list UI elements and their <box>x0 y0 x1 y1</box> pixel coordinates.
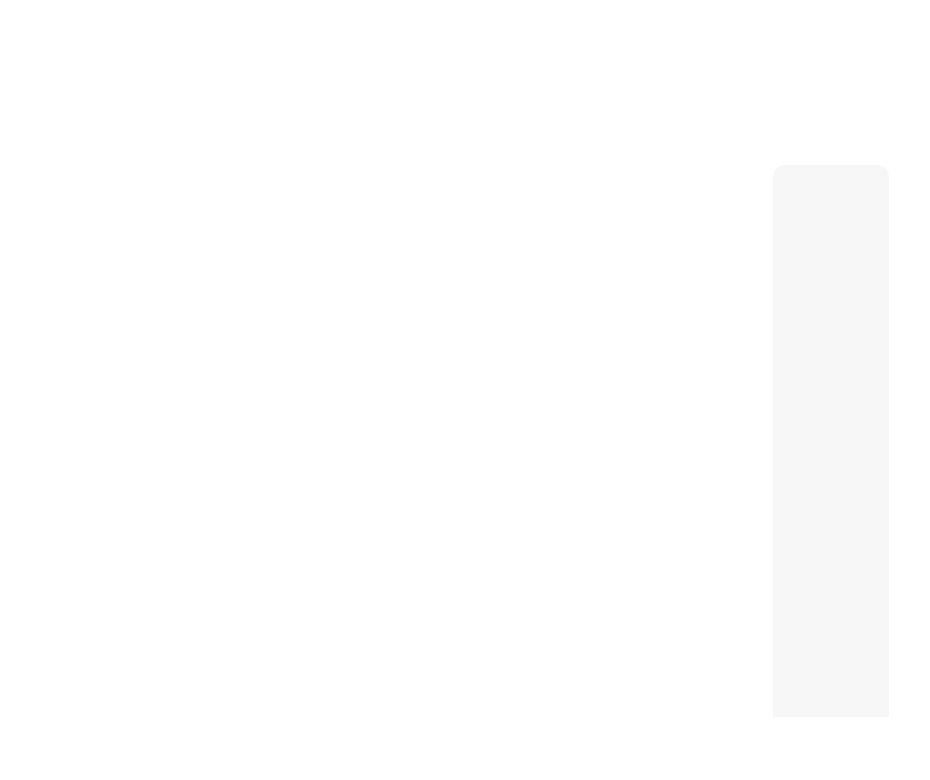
side-panel <box>773 165 889 717</box>
main-content-area <box>0 0 760 780</box>
